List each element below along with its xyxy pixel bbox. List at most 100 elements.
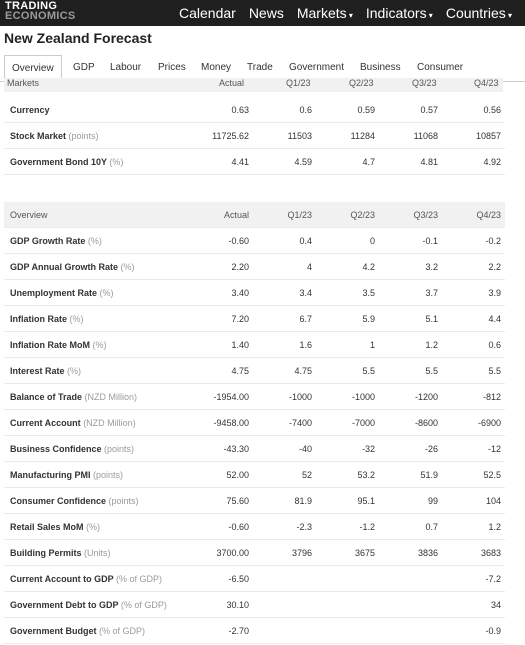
- value-q3: 5.5: [379, 357, 442, 384]
- value-q3: 3.2: [379, 253, 442, 280]
- nav-indicators[interactable]: Indicators: [366, 5, 433, 21]
- cell-value: -0.1: [422, 235, 438, 246]
- indicator-name[interactable]: Retail Sales MoM (%): [4, 513, 196, 540]
- nav-markets[interactable]: Markets: [297, 5, 353, 21]
- indicator-name[interactable]: Manufacturing PMI (points): [4, 461, 196, 488]
- value-q3: -8600: [379, 409, 442, 436]
- value-q2: 4.2: [316, 253, 379, 280]
- indicator-label: Interest Rate: [10, 365, 65, 376]
- value-q1: 0.4: [253, 227, 316, 254]
- cell-value: -26: [424, 443, 438, 454]
- value-q3: [379, 591, 442, 618]
- tab-government[interactable]: Government: [289, 62, 345, 73]
- value-q3: -0.1: [379, 227, 442, 254]
- nav-news[interactable]: News: [248, 5, 284, 21]
- indicator-unit: (NZD Million): [83, 417, 136, 428]
- value-q2: [316, 617, 379, 644]
- table-row: Inflation Rate (%) 7.20 6.7 5.9 5.1 4.4: [4, 305, 505, 332]
- value-actual: -0.60: [196, 227, 253, 254]
- cell-value: 81.9: [294, 495, 312, 506]
- indicator-label: Stock Market: [10, 130, 67, 141]
- indicator-label: Retail Sales MoM: [10, 521, 84, 532]
- indicator-name[interactable]: Government Debt to GDP (% of GDP): [4, 591, 196, 618]
- cell-value: 4.2: [362, 261, 375, 272]
- cell-value: -0.60: [228, 235, 249, 246]
- value-q2: -32: [316, 435, 379, 462]
- tab-money[interactable]: Money: [201, 62, 232, 73]
- indicator-label: Government Bond 10Y: [10, 156, 107, 167]
- cell-value: 11725.62: [212, 130, 249, 141]
- cell-value: -40: [298, 443, 312, 454]
- cell-value: 0.6: [488, 339, 501, 350]
- cell-value: 3.40: [231, 287, 249, 298]
- indicator-unit: (%): [92, 339, 107, 350]
- tab-prices[interactable]: Prices: [158, 62, 186, 73]
- indicator-label: Current Account to GDP: [10, 573, 114, 584]
- indicator-unit: (NZD Million): [84, 391, 138, 402]
- value-q2: -1000: [316, 383, 379, 410]
- value-q3: [379, 617, 442, 644]
- table-row: Stock Market (points) 11725.62 11503 11284 1…: [4, 122, 505, 149]
- cell-value: 3.4: [299, 287, 312, 298]
- indicator-name[interactable]: Current Account (NZD Million): [4, 409, 196, 436]
- cell-value: -1.2: [359, 521, 375, 532]
- table-row: Building Permits (Units) 3700.00 3796 3675 3…: [4, 539, 505, 566]
- indicator-unit: (%): [87, 235, 102, 246]
- cell-value: 3.7: [425, 287, 438, 298]
- indicator-name[interactable]: Inflation Rate (%): [4, 305, 196, 332]
- indicator-name[interactable]: Consumer Confidence (points): [4, 487, 196, 514]
- value-q2: 3.5: [316, 279, 379, 306]
- tab-trade[interactable]: Trade: [247, 62, 273, 73]
- nav-countries[interactable]: Countries: [446, 5, 512, 21]
- tab-labour[interactable]: Labour: [110, 62, 142, 73]
- indicator-name[interactable]: Government Budget (% of GDP): [4, 617, 196, 644]
- value-q4: -7.2: [442, 565, 505, 592]
- indicator-name[interactable]: Unemployment Rate (%): [4, 279, 196, 306]
- indicator-unit: (points): [108, 495, 139, 506]
- indicator-name[interactable]: Inflation Rate MoM (%): [4, 331, 196, 358]
- indicator-name[interactable]: Interest Rate (%): [4, 357, 196, 384]
- tab-business[interactable]: Business: [360, 62, 401, 73]
- value-q1: -7400: [253, 409, 316, 436]
- indicator-label: Government Budget: [10, 625, 97, 636]
- nav-calendar[interactable]: Calendar: [178, 5, 236, 21]
- cell-value: -7400: [288, 417, 312, 428]
- cell-value: -2.3: [296, 521, 312, 532]
- cell-value: -6.50: [228, 573, 249, 584]
- tab-gdp[interactable]: GDP: [73, 62, 95, 73]
- cell-value: 1: [369, 339, 375, 350]
- indicator-name[interactable]: GDP Annual Growth Rate (%): [4, 253, 196, 280]
- cell-value: 4.75: [294, 365, 312, 376]
- logo[interactable]: TRADING ECONOMICS: [5, 1, 76, 22]
- indicator-name[interactable]: Business Confidence (points): [4, 435, 196, 462]
- value-q2: 5.5: [316, 357, 379, 384]
- markets-header-label: Markets: [7, 78, 40, 88]
- indicator-unit: (Units): [84, 547, 111, 558]
- value-q1: 6.7: [253, 305, 316, 332]
- indicator-label: Government Debt to GDP: [10, 599, 119, 610]
- value-q4: 3683: [442, 539, 505, 566]
- cell-value: 0.7: [425, 521, 438, 532]
- cell-value: -43.30: [223, 443, 249, 454]
- cell-value: -7.2: [485, 573, 501, 584]
- indicator-name[interactable]: Stock Market (points): [4, 122, 196, 149]
- tab-consumer[interactable]: Consumer: [417, 62, 464, 73]
- indicator-name[interactable]: Balance of Trade (NZD Million): [4, 383, 196, 410]
- indicator-name[interactable]: Current Account to GDP (% of GDP): [4, 565, 196, 592]
- cell-value: 1.6: [299, 339, 312, 350]
- cell-value: 3.5: [362, 287, 375, 298]
- value-actual: 4.75: [196, 357, 253, 384]
- value-q2: -7000: [316, 409, 379, 436]
- cell-value: -9458.00: [213, 417, 249, 428]
- indicator-name[interactable]: GDP Growth Rate (%): [4, 227, 196, 254]
- indicator-label: Inflation Rate MoM: [10, 339, 90, 350]
- indicator-name[interactable]: Government Bond 10Y (%): [4, 148, 196, 175]
- value-q1: 3.4: [253, 279, 316, 306]
- indicator-name[interactable]: Building Permits (Units): [4, 539, 196, 566]
- overview-header-actual: Actual: [196, 202, 253, 228]
- markets-header-q4: Q4/23: [474, 78, 499, 88]
- value-q4: 34: [442, 591, 505, 618]
- indicator-name[interactable]: Currency: [4, 97, 196, 123]
- cell-value: 5.5: [425, 365, 438, 376]
- table-row: Inflation Rate MoM (%) 1.40 1.6 1 1.2 0.6: [4, 331, 505, 358]
